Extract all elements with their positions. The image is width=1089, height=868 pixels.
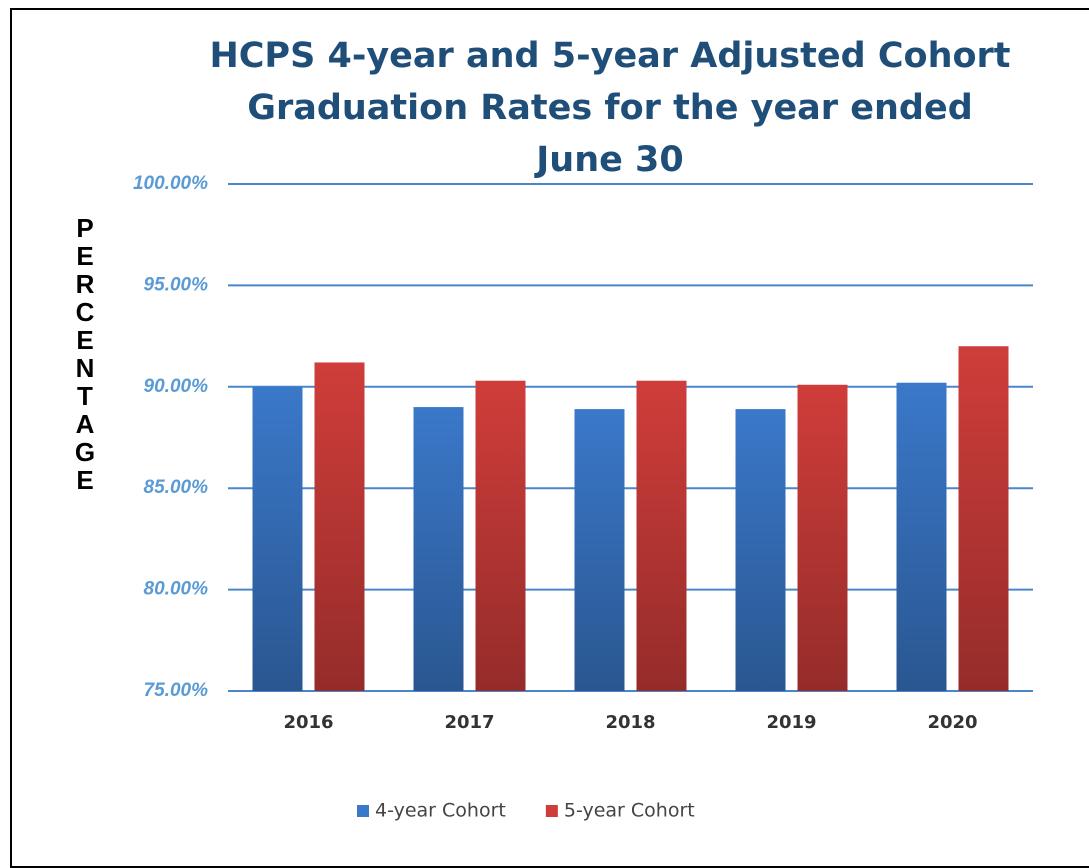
x-tick-label: 2017 [444,712,494,733]
bar-shade [475,380,526,691]
bar-shade [797,384,848,691]
y-tick-label: 85.00% [144,477,209,498]
bar-shade [252,386,303,691]
bar-shade [413,407,464,691]
bar-shade [958,346,1009,691]
x-tick-label: 2018 [605,712,655,733]
bar-shade [574,409,625,691]
bar-shade [735,409,786,691]
chart: 75.00% 80.00% 85.00% 90.00% 95.00% 100.00% 201… [133,173,1033,822]
x-tick-label: 2020 [927,712,977,733]
y-tick-label: 80.00% [144,579,209,600]
page: HCPS 4-year and 5-year Adjusted Cohort G… [10,8,1089,868]
y-tick-label: 95.00% [144,274,209,295]
chart-title: HCPS 4-year and 5-year Adjusted Cohort G… [209,36,1011,180]
bar-shade [314,362,365,691]
legend-label: 4-year Cohort [375,800,506,822]
bar-shade [896,382,947,691]
y-axis-label: PERCENTAGE [74,213,96,495]
x-tick-label: 2016 [283,712,333,733]
y-tick-label: 75.00% [144,680,209,701]
legend-swatch [357,805,369,817]
bar-shade [636,380,687,691]
x-tick-label: 2019 [766,712,816,733]
legend-swatch [545,805,558,817]
y-tick-label: 100.00% [133,173,208,194]
legend-label: 5-year Cohort [564,800,695,822]
y-tick-label: 90.00% [144,376,209,397]
